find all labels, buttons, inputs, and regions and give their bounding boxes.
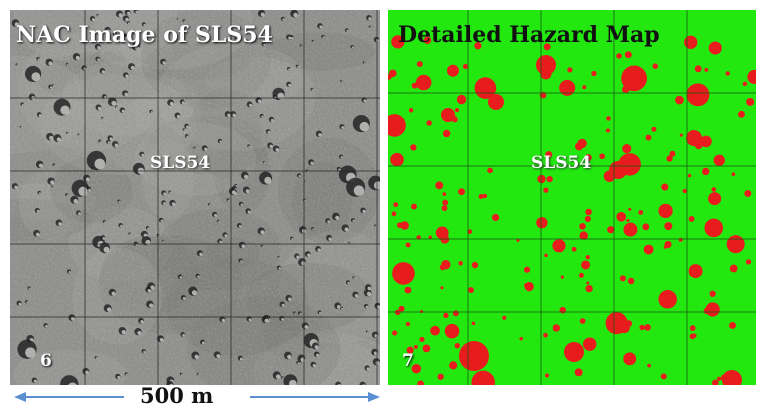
hazard-panel-number: 7 bbox=[402, 351, 414, 371]
hazard-map-image bbox=[388, 10, 756, 385]
nac-panel-number: 6 bbox=[40, 351, 52, 371]
hazard-site-label: SLS54 bbox=[531, 153, 592, 173]
nac-site-label: SLS54 bbox=[150, 153, 211, 173]
hazard-map-panel: Detailed Hazard Map SLS54 7 bbox=[388, 10, 756, 385]
scale-bar bbox=[14, 392, 380, 402]
scale-arrows bbox=[14, 392, 380, 402]
scale-label: 500 m bbox=[140, 383, 214, 408]
nac-image-title: NAC Image of SLS54 bbox=[16, 22, 273, 48]
nac-image-panel: NAC Image of SLS54 SLS54 6 bbox=[10, 10, 380, 385]
nac-terrain-image bbox=[10, 10, 380, 385]
hazard-map-title: Detailed Hazard Map bbox=[398, 22, 660, 48]
